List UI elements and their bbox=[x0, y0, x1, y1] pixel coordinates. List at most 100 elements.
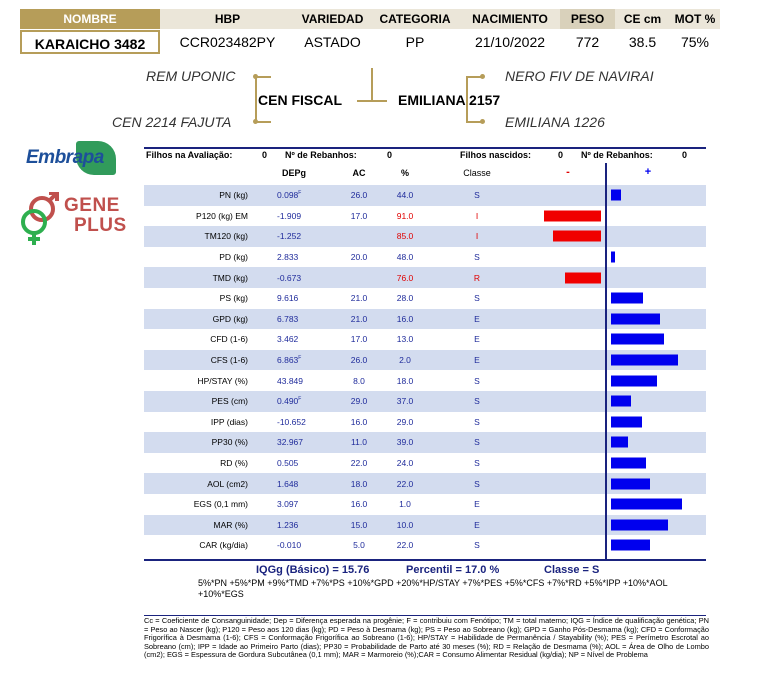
pedigree-dam-sire: NERO FIV DE NAVIRAI bbox=[505, 68, 654, 84]
trait-class: E bbox=[474, 355, 480, 366]
filhos-avaliacao-value: 0 bbox=[262, 150, 268, 160]
filhos-nascidos-label: Filhos nascidos: bbox=[460, 150, 532, 160]
trait-percentile: 18.0 bbox=[396, 375, 414, 386]
positive-bar bbox=[611, 478, 650, 490]
pedigree-sire-sire: REM UPONIC bbox=[146, 68, 236, 84]
iqg-formula: 5%*PN +5%*PM +9%*TMD +7%*PS +10%*GPD +20… bbox=[198, 578, 668, 599]
trait-dep-value: 0.505 bbox=[277, 458, 299, 469]
positive-bar bbox=[611, 519, 668, 531]
label-variedade: VARIEDAD bbox=[301, 12, 364, 26]
trait-dep-value: -10.652 bbox=[277, 416, 306, 427]
trait-label: CAR (kg/dia) bbox=[199, 540, 248, 551]
label-peso: PESO bbox=[560, 9, 615, 29]
trait-percentile: 39.0 bbox=[396, 437, 414, 448]
trait-row: AOL (cm2) 1.648 18.0 22.0 S bbox=[144, 473, 706, 494]
trait-label: PS (kg) bbox=[219, 293, 248, 304]
trait-class: S bbox=[474, 437, 480, 448]
iqg-value: IQGg (Básico) = 15.76 bbox=[256, 564, 370, 576]
column-positive: + bbox=[644, 166, 652, 178]
positive-bar bbox=[611, 395, 631, 407]
trait-dep: 2.833 bbox=[277, 252, 337, 262]
trait-class: S bbox=[474, 478, 480, 489]
legend-rule bbox=[144, 615, 706, 616]
negative-bar bbox=[544, 210, 601, 222]
trait-label: GPD (kg) bbox=[212, 313, 248, 324]
pedigree-connector-right bbox=[466, 76, 468, 123]
trait-row: P120 (kg) EM -1.909 17.0 91.0 I bbox=[144, 206, 706, 227]
trait-class: S bbox=[474, 540, 480, 551]
trait-class: S bbox=[474, 416, 480, 427]
column-ac: AC bbox=[352, 168, 366, 178]
trait-label: MAR (%) bbox=[213, 519, 248, 530]
trait-dep: -0.673 bbox=[277, 273, 337, 283]
geneplus-logo: GENE PLUS bbox=[18, 192, 138, 248]
percentil-value: Percentil = 17.0 % bbox=[406, 564, 500, 576]
trait-ac: 21.0 bbox=[350, 293, 368, 304]
trait-ac: 26.0 bbox=[350, 190, 368, 201]
label-nome: NOMBRE bbox=[20, 9, 160, 29]
trait-row: IPP (dias) -10.652 16.0 29.0 S bbox=[144, 412, 706, 433]
trait-percentile: 76.0 bbox=[396, 272, 414, 283]
value-nascimento: 21/10/2022 bbox=[474, 34, 546, 50]
trait-class: I bbox=[475, 210, 479, 221]
label-nascimento: NACIMIENTO bbox=[472, 12, 548, 26]
trait-row: PD (kg) 2.833 20.0 48.0 S bbox=[144, 247, 706, 268]
pedigree-sire-dam: CEN 2214 FAJUTA bbox=[112, 114, 232, 130]
trait-label: IPP (dias) bbox=[210, 416, 248, 427]
trait-percentile: 24.0 bbox=[396, 458, 414, 469]
positive-bar bbox=[611, 354, 678, 366]
trait-row: CAR (kg/dia) -0.010 5.0 22.0 S bbox=[144, 535, 706, 556]
label-ce: CE cm bbox=[623, 12, 662, 26]
column-negative: - bbox=[566, 166, 570, 178]
trait-class: E bbox=[474, 334, 480, 345]
value-mot: 75% bbox=[680, 34, 710, 50]
trait-row: PES (cm) 0.490F 29.0 37.0 S bbox=[144, 390, 706, 412]
trait-percentile: 85.0 bbox=[396, 231, 414, 242]
trait-class: S bbox=[474, 190, 480, 201]
trait-row: PP30 (%) 32.967 11.0 39.0 S bbox=[144, 432, 706, 453]
trait-dep: -1.252 bbox=[277, 231, 337, 241]
trait-dep: 0.098F bbox=[277, 190, 337, 200]
positive-bar bbox=[611, 436, 628, 448]
trait-dep-value: 43.849 bbox=[277, 375, 303, 386]
phenotype-flag: F bbox=[298, 396, 302, 403]
pedigree-connector-left-top bbox=[255, 76, 271, 78]
trait-percentile: 48.0 bbox=[396, 252, 414, 263]
trait-label: CFS (1-6) bbox=[210, 355, 248, 366]
value-variedade: ASTADO bbox=[304, 34, 361, 50]
embrapa-mark-icon bbox=[76, 141, 116, 175]
positive-bar bbox=[611, 498, 682, 510]
trait-ac: 21.0 bbox=[350, 313, 368, 324]
positive-bar bbox=[611, 539, 650, 551]
rebanhos-value-2: 0 bbox=[682, 150, 688, 160]
column-pct: % bbox=[400, 168, 409, 178]
trait-dep: 32.967 bbox=[277, 437, 337, 447]
pedigree-dot bbox=[253, 119, 258, 124]
pedigree-connector-center-bar bbox=[357, 100, 387, 102]
value-nome: KARAICHO 3482 bbox=[20, 30, 160, 54]
trait-ac: 26.0 bbox=[350, 355, 368, 366]
trait-class: E bbox=[474, 519, 480, 530]
trait-rows: PN (kg) 0.098F 26.0 44.0 S P120 (kg) EM -1.909… bbox=[144, 185, 706, 556]
trait-dep-value: 3.097 bbox=[277, 499, 299, 510]
trait-label: AOL (cm2) bbox=[207, 478, 248, 489]
trait-dep-value: 32.967 bbox=[277, 437, 303, 448]
filhos-nascidos-value: 0 bbox=[558, 150, 564, 160]
trait-row: PN (kg) 0.098F 26.0 44.0 S bbox=[144, 185, 706, 206]
geneplus-text-gene: GENE bbox=[64, 195, 120, 216]
pedigree-dam-dam: EMILIANA 1226 bbox=[505, 114, 605, 130]
trait-label: RD (%) bbox=[220, 458, 248, 469]
trait-class: I bbox=[475, 231, 479, 242]
trait-percentile: 2.0 bbox=[399, 355, 411, 366]
trait-row: CFD (1-6) 3.462 17.0 13.0 E bbox=[144, 329, 706, 350]
trait-dep-value: 6.863 bbox=[277, 355, 299, 366]
trait-label: PES (cm) bbox=[211, 396, 248, 407]
pedigree-connector-left bbox=[255, 76, 257, 123]
negative-bar bbox=[565, 272, 601, 284]
trait-percentile: 91.0 bbox=[396, 210, 414, 221]
abbreviation-legend: Cc = Coeficiente de Consanguinidade; Dep… bbox=[144, 616, 709, 660]
trait-row: TMD (kg) -0.673 76.0 R bbox=[144, 267, 706, 288]
header-values-row: KARAICHO 3482 CCR023482PY ASTADO PP 21/1… bbox=[20, 29, 720, 55]
trait-dep-value: 9.616 bbox=[277, 293, 299, 304]
trait-row: CFS (1-6) 6.863F 26.0 2.0 E bbox=[144, 349, 706, 371]
